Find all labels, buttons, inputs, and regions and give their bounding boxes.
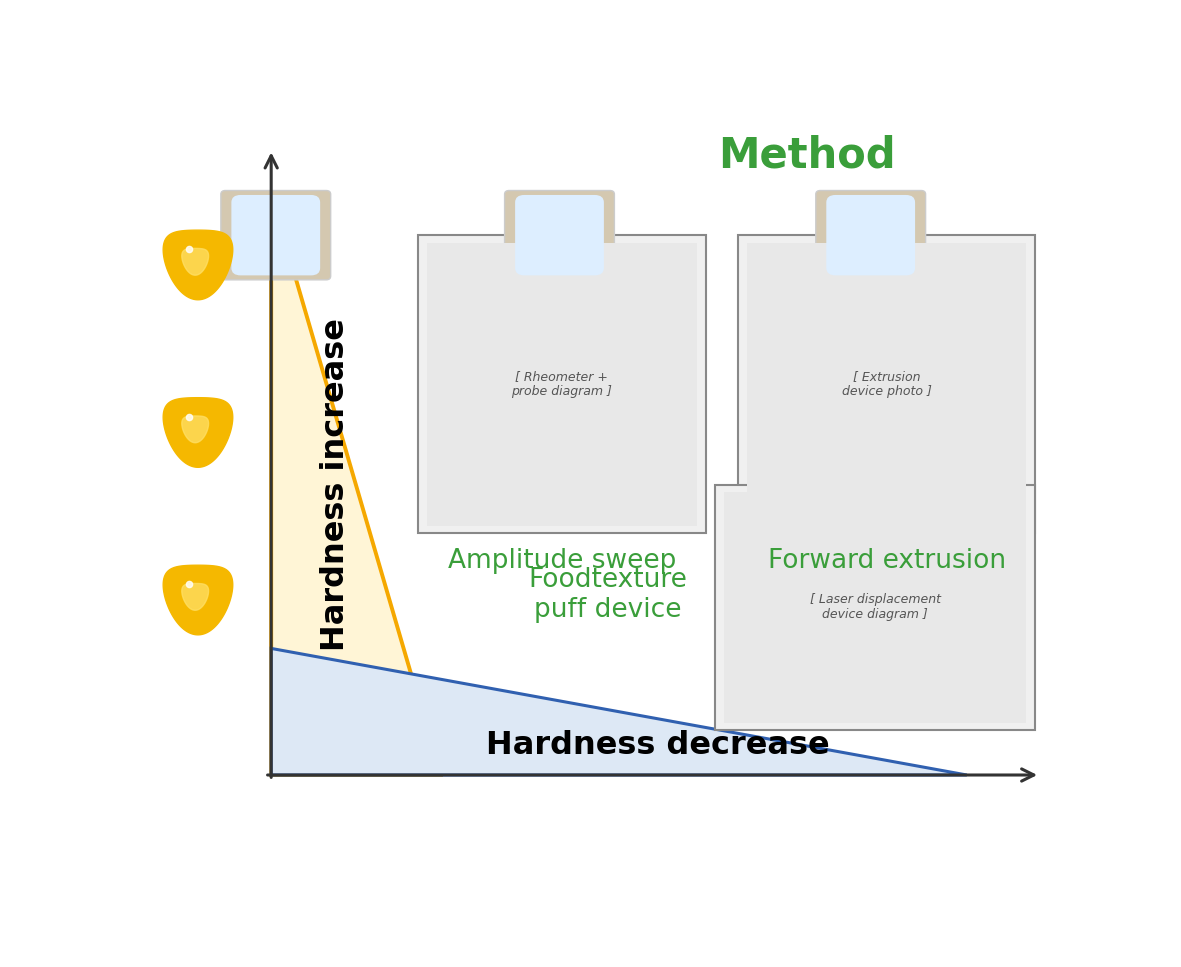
Polygon shape	[163, 230, 233, 300]
FancyBboxPatch shape	[716, 484, 1036, 730]
FancyBboxPatch shape	[418, 235, 706, 533]
FancyBboxPatch shape	[426, 243, 697, 525]
Text: Hardness decrease: Hardness decrease	[487, 730, 830, 761]
Text: Forward extrusion: Forward extrusion	[768, 548, 1006, 573]
Text: Amplitude sweep: Amplitude sweep	[448, 548, 676, 573]
FancyBboxPatch shape	[827, 195, 915, 276]
Text: Foodtexture
puff device: Foodtexture puff device	[529, 568, 687, 623]
FancyBboxPatch shape	[221, 190, 331, 279]
FancyBboxPatch shape	[738, 235, 1036, 533]
Text: Method: Method	[718, 134, 895, 177]
Polygon shape	[163, 397, 233, 467]
Text: Hardness increase: Hardness increase	[320, 318, 351, 651]
Polygon shape	[182, 583, 209, 610]
Polygon shape	[182, 416, 209, 443]
Polygon shape	[163, 566, 233, 634]
FancyBboxPatch shape	[816, 190, 926, 279]
FancyBboxPatch shape	[748, 243, 1026, 525]
FancyBboxPatch shape	[231, 195, 320, 276]
Text: [ Extrusion
device photo ]: [ Extrusion device photo ]	[842, 370, 932, 398]
Polygon shape	[272, 194, 441, 775]
Text: [ Rheometer +
probe diagram ]: [ Rheometer + probe diagram ]	[511, 370, 612, 398]
FancyBboxPatch shape	[515, 195, 603, 276]
Polygon shape	[272, 649, 967, 775]
FancyBboxPatch shape	[724, 492, 1026, 723]
Polygon shape	[182, 249, 209, 276]
FancyBboxPatch shape	[504, 190, 614, 279]
Text: [ Laser displacement
device diagram ]: [ Laser displacement device diagram ]	[810, 594, 941, 622]
